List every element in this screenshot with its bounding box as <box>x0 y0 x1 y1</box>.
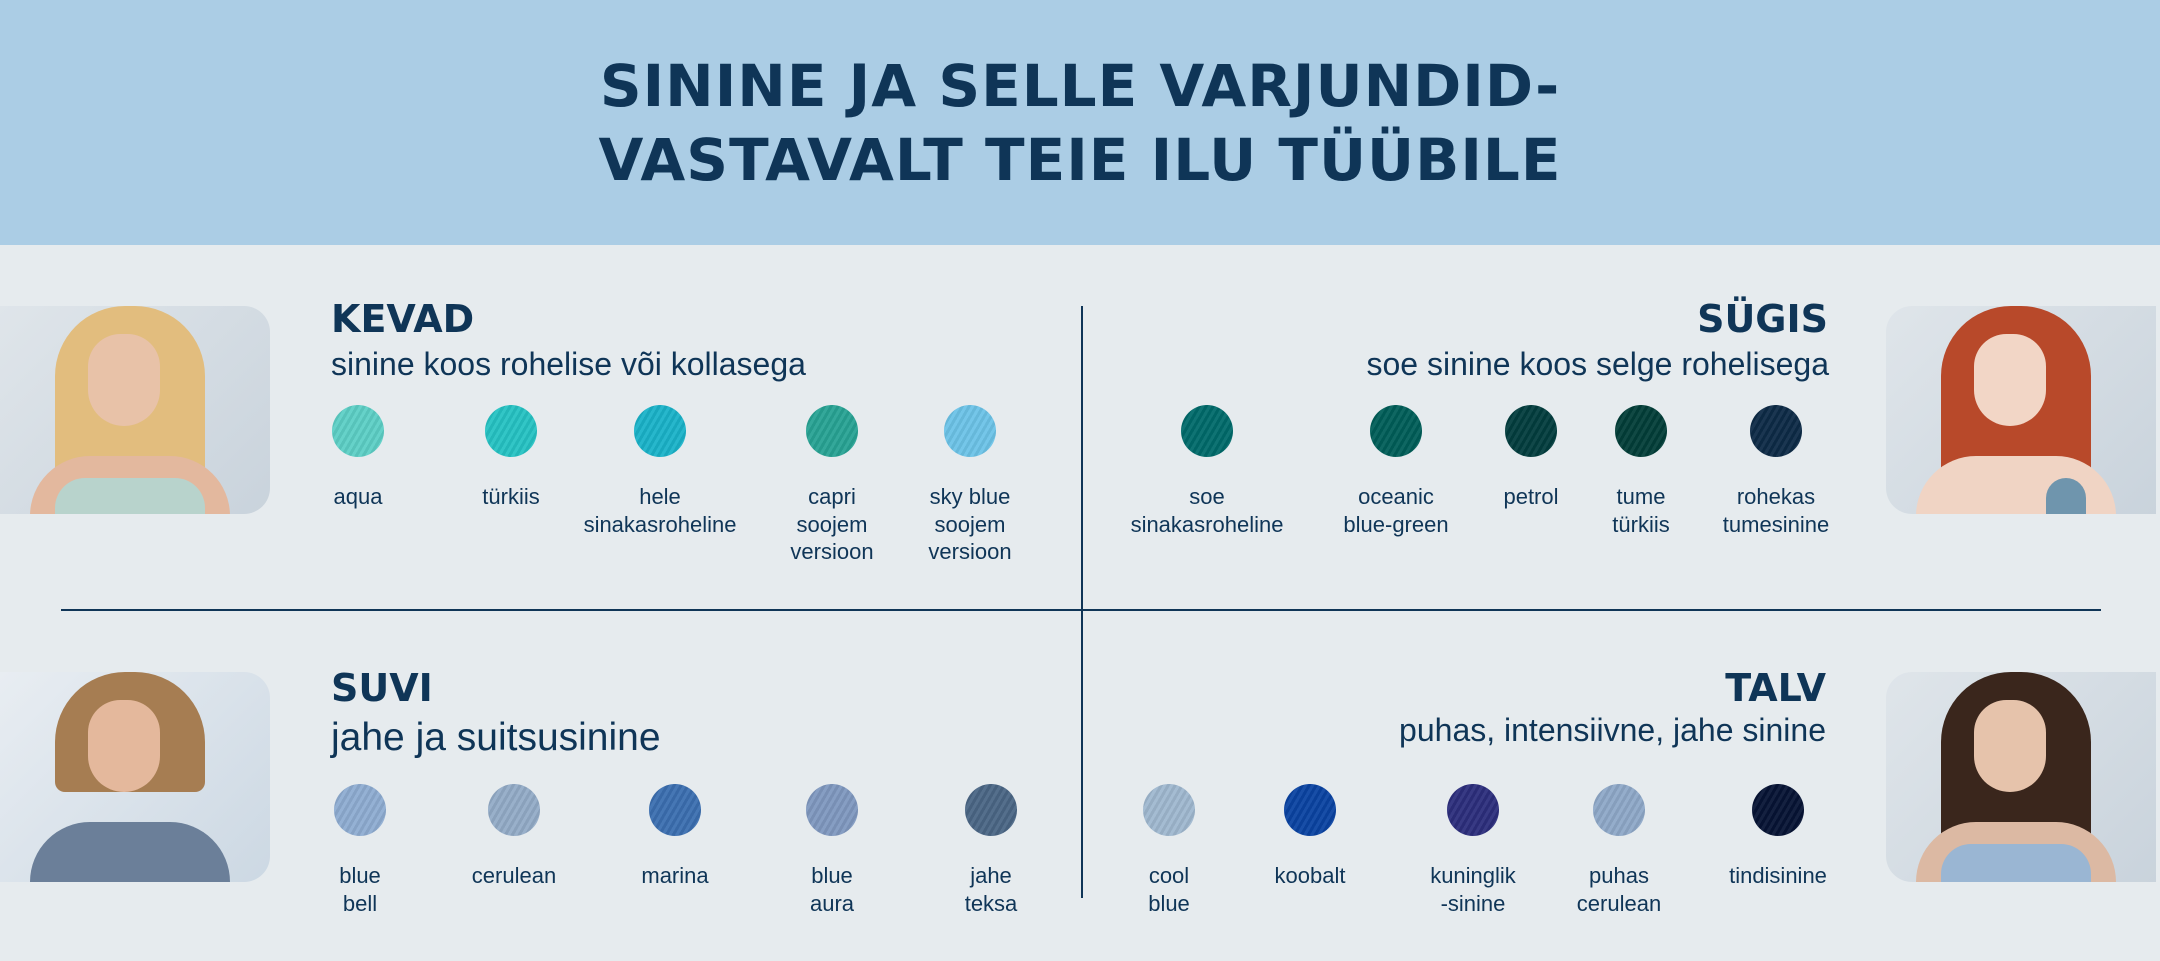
color-swatch-circle <box>965 784 1017 836</box>
color-swatch-circle <box>1447 784 1499 836</box>
swatch-label: cerulean <box>471 863 557 888</box>
season-title-kevad: KEVAD <box>331 297 475 341</box>
page-title-line-2: VASTAVALT TEIE ILU TÜÜBILE <box>598 126 1562 194</box>
photo-kevad <box>0 306 270 514</box>
season-subtitle-sugis: soe sinine koos selge rohelisega <box>1366 346 1829 382</box>
color-swatch-circle <box>1284 784 1336 836</box>
color-swatch-circle <box>1370 405 1422 457</box>
page-title-line-1: SININE JA SELLE VARJUNDID- <box>599 52 1561 120</box>
swatch-talv: puhas cerulean <box>1509 784 1729 917</box>
color-swatch-circle <box>1505 405 1557 457</box>
swatch-kevad: türkiis <box>401 405 621 511</box>
swatch-sugis: tume türkiis <box>1531 405 1751 538</box>
swatch-label: puhas cerulean <box>1576 863 1662 916</box>
color-swatch-circle <box>806 784 858 836</box>
color-swatch-circle <box>806 405 858 457</box>
season-subtitle-kevad: sinine koos rohelise või kollasega <box>331 346 806 382</box>
header-banner: SININE JA SELLE VARJUNDID- VASTAVALT TEI… <box>0 0 2160 245</box>
color-swatch-circle <box>1752 784 1804 836</box>
swatch-label: tume türkiis <box>1612 484 1670 537</box>
swatch-sugis: soe sinakasroheline <box>1097 405 1317 538</box>
photo-suvi <box>0 672 270 882</box>
color-swatch-circle <box>1593 784 1645 836</box>
season-subtitle-talv: puhas, intensiivne, jahe sinine <box>1399 712 1826 748</box>
season-subtitle-suvi: jahe ja suitsusinine <box>331 716 661 759</box>
horizontal-divider <box>61 609 2101 611</box>
swatch-label: koobalt <box>1274 863 1346 888</box>
season-title-talv: TALV <box>1725 666 1826 710</box>
swatch-sugis: petrol <box>1421 405 1641 511</box>
season-title-sugis: SÜGIS <box>1697 297 1828 341</box>
photo-sugis <box>1886 306 2156 514</box>
swatch-label: petrol <box>1503 484 1559 509</box>
swatch-kevad: aqua <box>248 405 468 511</box>
color-swatch-circle <box>944 405 996 457</box>
swatch-sugis: rohekas tumesinine <box>1666 405 1886 538</box>
color-swatch-circle <box>634 405 686 457</box>
swatch-label: cool blue <box>1148 863 1190 916</box>
swatch-label: blue aura <box>809 863 855 916</box>
swatch-kevad: sky blue soojem versioon <box>860 405 1080 566</box>
swatch-talv: tindisinine <box>1668 784 1888 890</box>
swatch-talv: koobalt <box>1200 784 1420 890</box>
swatch-label: aqua <box>333 484 383 509</box>
swatch-label: capri soojem versioon <box>790 484 874 564</box>
swatch-label: türkiis <box>482 484 540 509</box>
vertical-divider <box>1081 306 1083 898</box>
swatch-sugis: oceanic blue-green <box>1286 405 1506 538</box>
color-swatch-circle <box>1750 405 1802 457</box>
swatch-kevad: hele sinakasroheline <box>550 405 770 538</box>
swatch-suvi: cerulean <box>404 784 624 890</box>
swatch-label: sky blue soojem versioon <box>928 484 1012 564</box>
swatch-label: blue bell <box>339 863 381 916</box>
season-title-suvi: SUVI <box>331 666 433 710</box>
color-swatch-circle <box>488 784 540 836</box>
swatch-talv: kuninglik -sinine <box>1363 784 1583 917</box>
swatch-talv: cool blue <box>1059 784 1279 917</box>
photo-talv <box>1886 672 2156 882</box>
swatch-label: rohekas tumesinine <box>1722 484 1830 537</box>
color-swatch-circle <box>334 784 386 836</box>
swatch-kevad: capri soojem versioon <box>722 405 942 566</box>
swatch-label: jahe teksa <box>964 863 1018 916</box>
color-swatch-circle <box>1615 405 1667 457</box>
swatch-label: marina <box>641 863 709 888</box>
swatch-suvi: jahe teksa <box>881 784 1101 917</box>
swatch-label: soe sinakasroheline <box>1130 484 1284 537</box>
color-swatch-circle <box>485 405 537 457</box>
swatch-suvi: blue bell <box>250 784 470 917</box>
color-swatch-circle <box>649 784 701 836</box>
color-swatch-circle <box>332 405 384 457</box>
swatch-label: hele sinakasroheline <box>583 484 737 537</box>
swatch-suvi: marina <box>565 784 785 890</box>
swatch-label: tindisinine <box>1729 863 1827 888</box>
swatch-suvi: blue aura <box>722 784 942 917</box>
swatch-label: oceanic blue-green <box>1343 484 1449 537</box>
color-swatch-circle <box>1181 405 1233 457</box>
color-swatch-circle <box>1143 784 1195 836</box>
swatch-label: kuninglik -sinine <box>1430 863 1516 916</box>
